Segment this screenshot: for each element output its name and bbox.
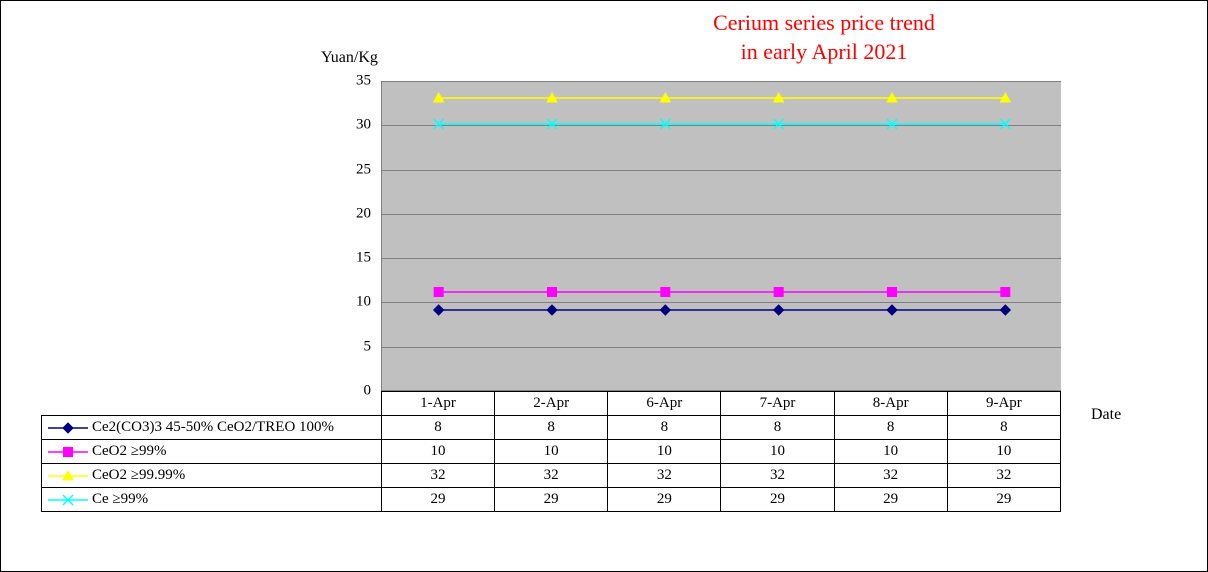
data-table: 1-Apr2-Apr6-Apr7-Apr8-Apr9-AprCe2(CO3)3 … — [41, 391, 1061, 512]
table-cell: 8 — [834, 416, 947, 440]
table-cell: 8 — [721, 416, 834, 440]
table-cell: 32 — [495, 464, 608, 488]
gridline — [382, 214, 1061, 215]
series-label: CeO2 ≥99% — [42, 440, 382, 464]
table-cell: 8 — [608, 416, 721, 440]
chart-container: Cerium series price trend in early April… — [0, 0, 1208, 572]
table-cell: 10 — [495, 440, 608, 464]
table-cell: 32 — [834, 464, 947, 488]
table-cell: 10 — [834, 440, 947, 464]
table-cell: 29 — [721, 488, 834, 512]
table-cell: 29 — [608, 488, 721, 512]
table-header: 7-Apr — [721, 392, 834, 416]
y-tick-label: 35 — [331, 73, 371, 90]
legend-marker — [48, 446, 88, 458]
table-cell: 32 — [947, 464, 1060, 488]
table-cell: 8 — [381, 416, 494, 440]
table-cell: 29 — [495, 488, 608, 512]
x-axis-label: Date — [1091, 406, 1121, 424]
y-tick-label: 15 — [331, 250, 371, 267]
chart-title: Cerium series price trend in early April… — [521, 9, 1127, 66]
legend-marker — [48, 422, 88, 434]
legend-marker — [48, 494, 88, 506]
table-cell: 29 — [834, 488, 947, 512]
y-tick-label: 20 — [331, 205, 371, 222]
table-corner — [42, 392, 382, 416]
gridline — [382, 347, 1061, 348]
y-tick-label: 10 — [331, 294, 371, 311]
table-cell: 32 — [721, 464, 834, 488]
series-label: Ce ≥99% — [42, 488, 382, 512]
table-cell: 10 — [608, 440, 721, 464]
table-cell: 10 — [721, 440, 834, 464]
table-header: 8-Apr — [834, 392, 947, 416]
table-row: CeO2 ≥99.99%323232323232 — [42, 464, 1061, 488]
table-row: CeO2 ≥99%101010101010 — [42, 440, 1061, 464]
table-cell: 32 — [608, 464, 721, 488]
y-tick-label: 5 — [331, 338, 371, 355]
table-header: 2-Apr — [495, 392, 608, 416]
table-row: Ce ≥99%292929292929 — [42, 488, 1061, 512]
table-header: 1-Apr — [381, 392, 494, 416]
table-row: Ce2(CO3)3 45-50% CeO2/TREO 100%888888 — [42, 416, 1061, 440]
plot-area — [381, 81, 1061, 391]
table-cell: 32 — [381, 464, 494, 488]
legend-marker — [48, 470, 88, 482]
y-tick-label: 30 — [331, 117, 371, 134]
table-cell: 29 — [947, 488, 1060, 512]
series-label: Ce2(CO3)3 45-50% CeO2/TREO 100% — [42, 416, 382, 440]
y-axis-label: Yuan/Kg — [321, 49, 378, 67]
table-header: 6-Apr — [608, 392, 721, 416]
table-header: 9-Apr — [947, 392, 1060, 416]
series-label: CeO2 ≥99.99% — [42, 464, 382, 488]
table-cell: 29 — [381, 488, 494, 512]
table-cell: 8 — [947, 416, 1060, 440]
gridline — [382, 258, 1061, 259]
table-cell: 10 — [947, 440, 1060, 464]
gridline — [382, 81, 1061, 82]
gridline — [382, 170, 1061, 171]
y-tick-label: 25 — [331, 161, 371, 178]
table-cell: 10 — [381, 440, 494, 464]
table-cell: 8 — [495, 416, 608, 440]
